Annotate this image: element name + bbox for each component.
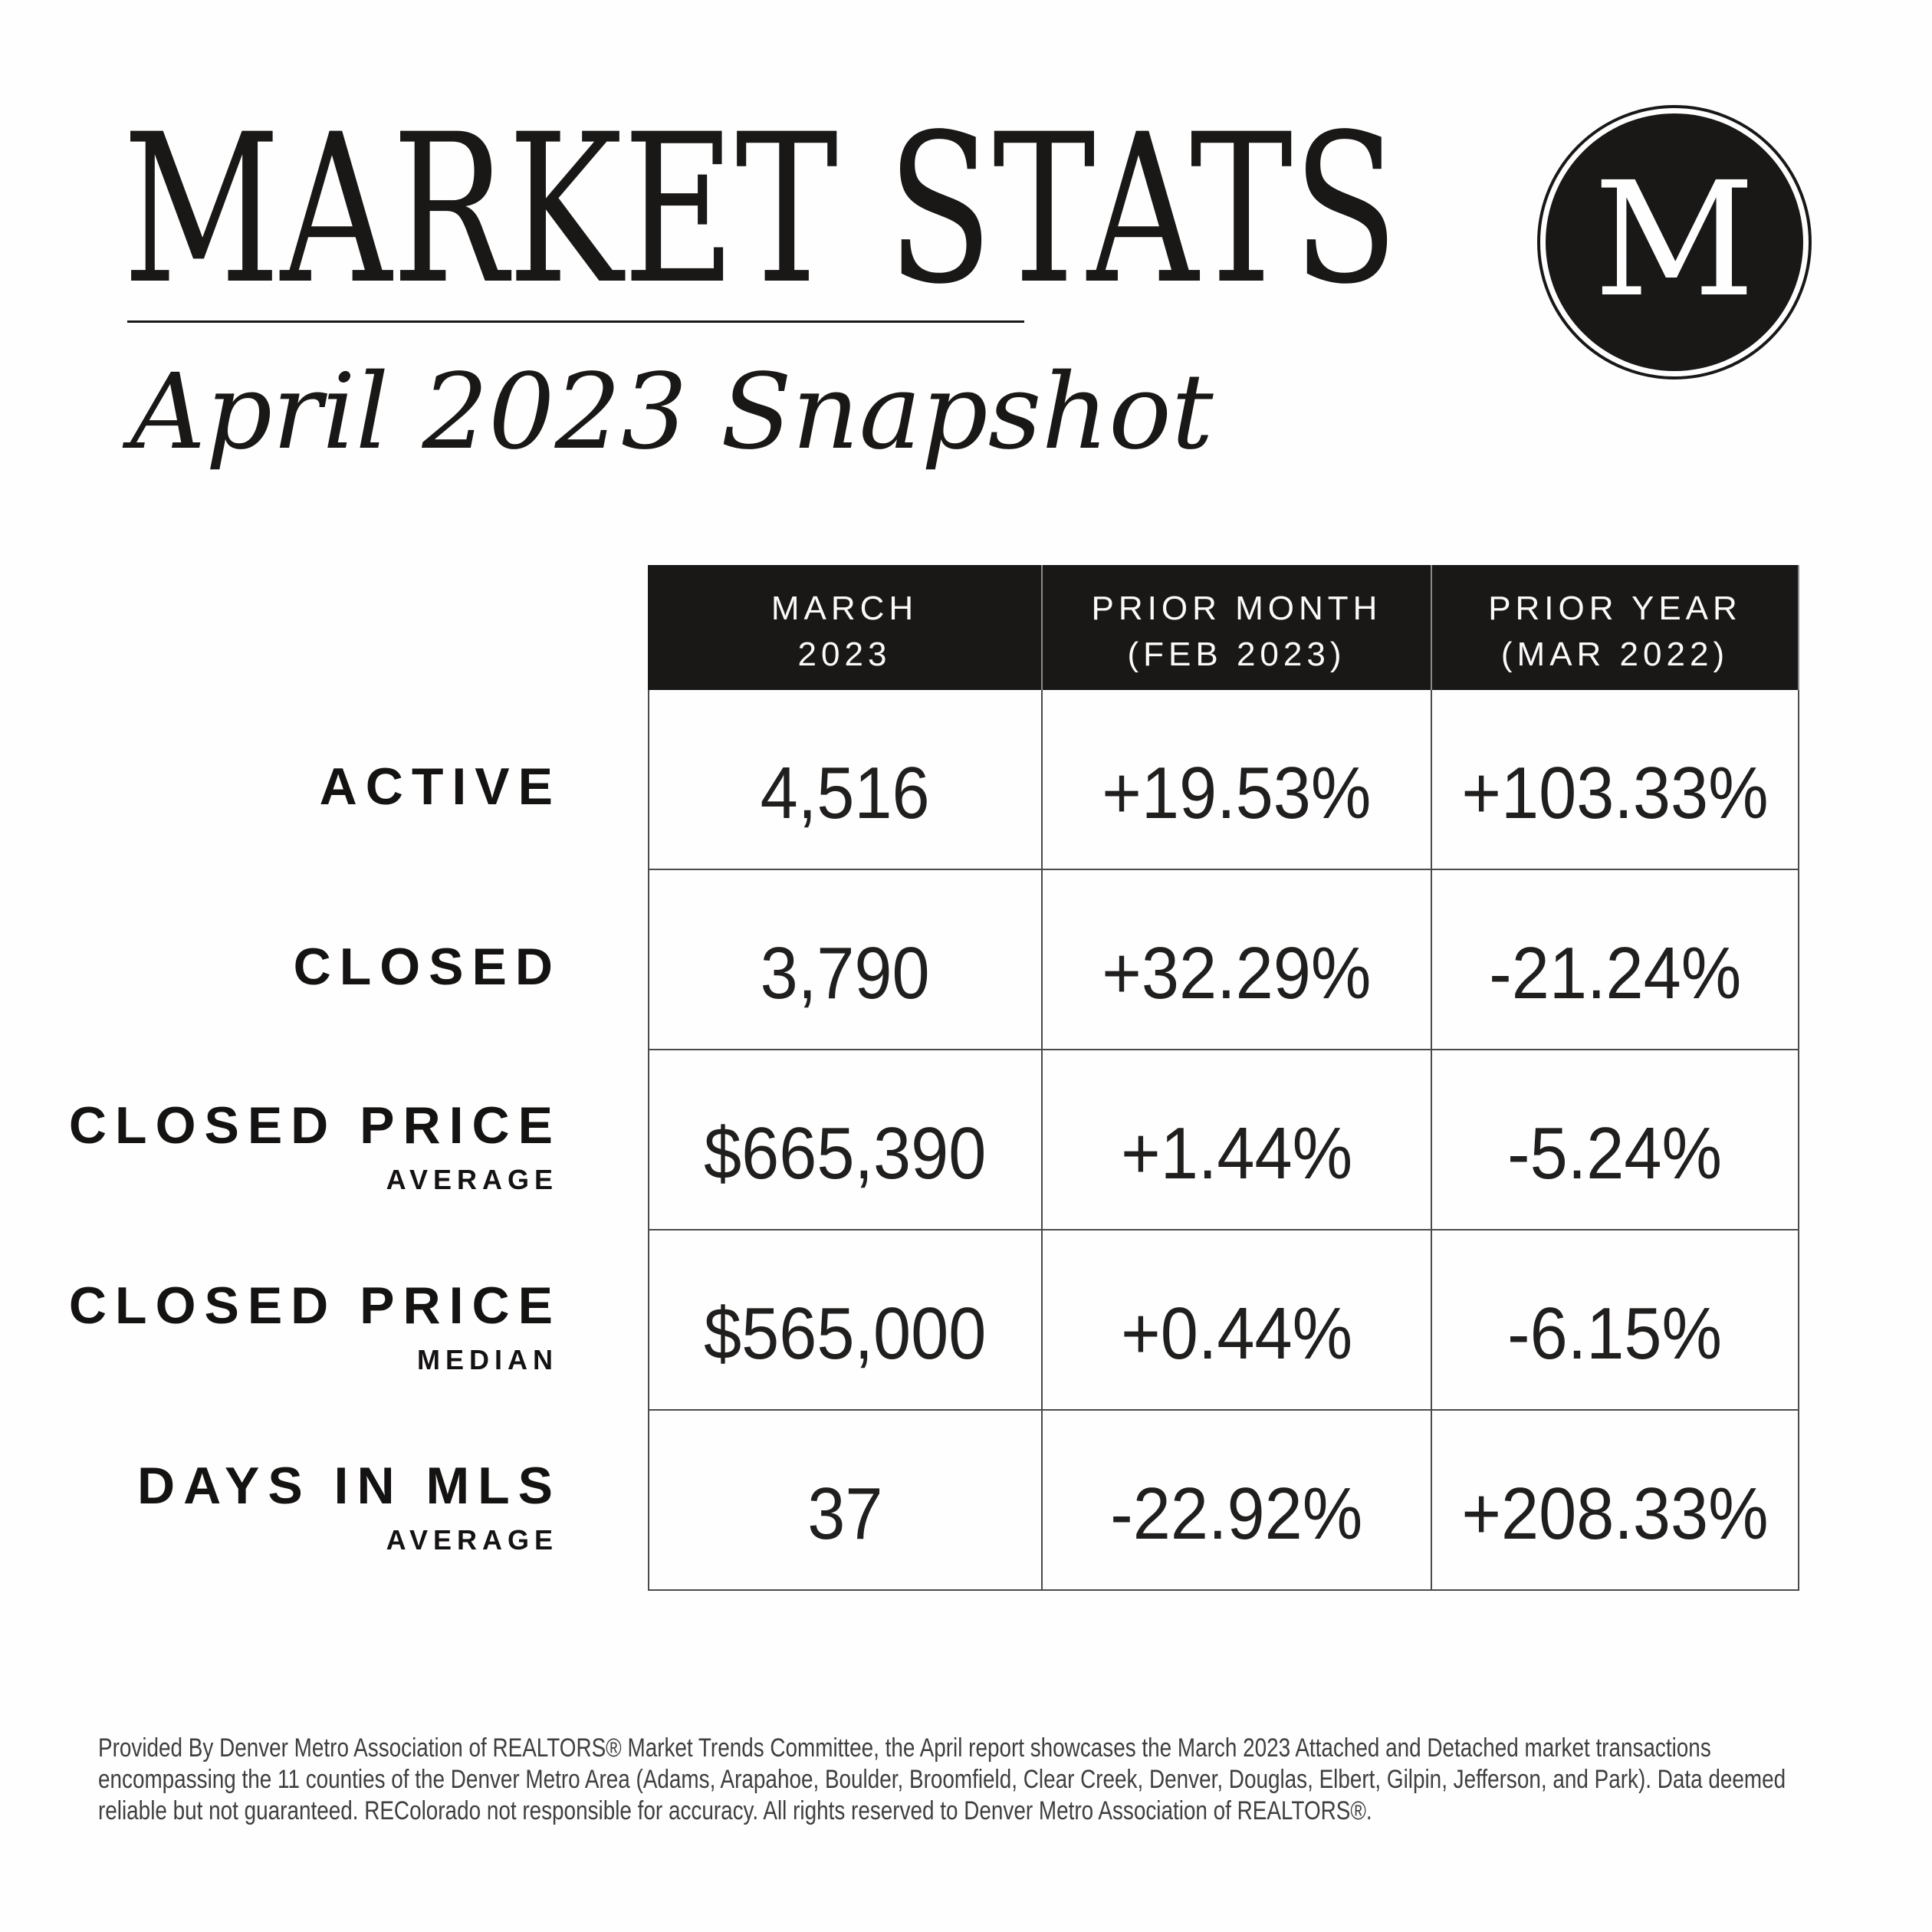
cell-value: -22.92% (1110, 1472, 1363, 1555)
row-label-active: ACTIVE (0, 690, 600, 870)
cell-value: +32.29% (1102, 932, 1372, 1014)
row-label: CLOSED (293, 937, 561, 996)
title-underline (127, 320, 1024, 323)
cell-value: +0.44% (1120, 1292, 1352, 1375)
column-header-prior-month: PRIOR MONTH (FEB 2023) (1041, 565, 1431, 690)
cell-value: -21.24% (1489, 932, 1741, 1014)
disclaimer-line: reliable but not guaranteed. REColorado … (98, 1796, 1372, 1825)
row-label-closed-price-average: CLOSED PRICE AVERAGE (0, 1050, 600, 1230)
page-subtitle: April 2023 Snapshot (130, 352, 1214, 473)
cell-value: 4,516 (760, 751, 930, 834)
column-header-prior-year: PRIOR YEAR (MAR 2022) (1431, 565, 1799, 690)
page-title: MARKET STATS (123, 90, 1398, 330)
cell-closed-price-avg-march: $665,390 (648, 1050, 1041, 1230)
cell-value: 3,790 (760, 932, 930, 1014)
cell-active-prior-year: +103.33% (1431, 690, 1799, 870)
table-header-row: MARCH 2023 PRIOR MONTH (FEB 2023) PRIOR … (648, 565, 1799, 690)
cell-value: 37 (807, 1472, 883, 1555)
row-sublabel: MEDIAN (417, 1344, 558, 1376)
row-label: CLOSED PRICE (68, 1096, 561, 1155)
column-header-march-2023: MARCH 2023 (648, 565, 1041, 690)
cell-closed-prior-month: +32.29% (1041, 870, 1431, 1050)
column-header-line1: MARCH (770, 589, 918, 627)
cell-days-in-mls-march: 37 (648, 1411, 1041, 1591)
cell-active-prior-month: +19.53% (1041, 690, 1431, 870)
column-header-line2: 2023 (797, 635, 892, 673)
column-header-line2: (MAR 2022) (1500, 635, 1730, 673)
row-label-closed-price-median: CLOSED PRICE MEDIAN (0, 1230, 600, 1411)
table-body: 4,516 +19.53% +103.33% 3,790 +32.29% -21… (648, 690, 1799, 1591)
cell-value: -6.15% (1507, 1292, 1723, 1375)
cell-closed-price-avg-prior-month: +1.44% (1041, 1050, 1431, 1230)
brand-logo: M (1537, 105, 1812, 380)
cell-value: -5.24% (1507, 1112, 1723, 1194)
row-sublabel: AVERAGE (386, 1524, 558, 1556)
column-header-line2: (FEB 2023) (1127, 635, 1346, 673)
cell-value: +19.53% (1102, 751, 1372, 834)
cell-closed-march: 3,790 (648, 870, 1041, 1050)
cell-value: $565,000 (704, 1292, 987, 1375)
row-label-days-in-mls: DAYS IN MLS AVERAGE (0, 1411, 600, 1591)
cell-value: +1.44% (1120, 1112, 1352, 1194)
row-label-closed: CLOSED (0, 870, 600, 1050)
disclaimer-line: Provided By Denver Metro Association of … (98, 1733, 1711, 1763)
cell-days-in-mls-prior-month: -22.92% (1041, 1411, 1431, 1591)
cell-value: $665,390 (704, 1112, 987, 1194)
row-label: CLOSED PRICE (68, 1276, 561, 1335)
cell-closed-price-med-prior-year: -6.15% (1431, 1230, 1799, 1411)
cell-closed-price-med-march: $565,000 (648, 1230, 1041, 1411)
column-header-line1: PRIOR MONTH (1091, 589, 1382, 627)
brand-logo-letter: M (1593, 148, 1756, 332)
brand-logo-disc: M (1546, 113, 1803, 371)
row-sublabel: AVERAGE (386, 1164, 558, 1196)
cell-value: +103.33% (1461, 751, 1769, 834)
cell-value: +208.33% (1461, 1472, 1769, 1555)
cell-closed-prior-year: -21.24% (1431, 870, 1799, 1050)
row-label: ACTIVE (319, 757, 561, 816)
disclaimer: Provided By Denver Metro Association of … (98, 1733, 1923, 1827)
cell-closed-price-avg-prior-year: -5.24% (1431, 1050, 1799, 1230)
disclaimer-line: encompassing the 11 counties of the Denv… (98, 1765, 1786, 1794)
row-label: DAYS IN MLS (136, 1456, 561, 1515)
column-header-line1: PRIOR YEAR (1488, 589, 1742, 627)
cell-closed-price-med-prior-month: +0.44% (1041, 1230, 1431, 1411)
cell-days-in-mls-prior-year: +208.33% (1431, 1411, 1799, 1591)
cell-active-march: 4,516 (648, 690, 1041, 870)
